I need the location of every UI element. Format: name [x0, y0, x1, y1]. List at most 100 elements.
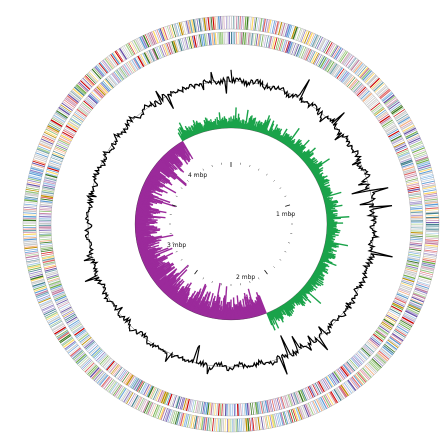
forward-cds-gene	[257, 417, 261, 431]
minor-tick	[187, 180, 189, 182]
gc-skew-negative-bar	[137, 243, 149, 248]
gc-skew-positive-bar	[273, 128, 280, 139]
gc-skew-positive-bar	[316, 177, 325, 183]
gc-skew-negative-bar	[158, 274, 175, 289]
forward-cds-gene	[39, 300, 53, 308]
reverse-cds-gene	[393, 141, 405, 148]
forward-cds-gene	[274, 21, 279, 35]
gc-content-ring	[83, 69, 393, 375]
gc-skew-positive-bar	[323, 249, 329, 253]
forward-cds-gene	[88, 71, 99, 82]
gc-skew-negative-bar	[135, 228, 161, 232]
forward-cds-gene	[126, 392, 134, 405]
gc-skew-positive-bar	[322, 252, 336, 258]
gc-skew-negative-bar	[146, 262, 160, 271]
gc-skew-positive-bar	[177, 132, 184, 142]
reverse-cds-gene	[41, 255, 54, 258]
reverse-cds-gene	[55, 297, 68, 304]
reverse-cds-gene	[364, 95, 375, 105]
gc-skew-positive-bar	[292, 139, 302, 151]
minor-tick	[202, 277, 204, 280]
forward-cds-gene	[99, 374, 109, 386]
forward-cds-gene	[395, 328, 407, 337]
reverse-cds-gene	[368, 340, 378, 349]
reverse-cds-gene	[410, 209, 423, 212]
gc-skew-positive-bar	[301, 147, 316, 161]
gc-skew-positive-bar	[325, 241, 339, 246]
gc-skew-positive-bar	[311, 274, 324, 284]
reverse-cds-gene	[178, 39, 183, 51]
reverse-cds-gene	[334, 67, 343, 78]
gc-skew-positive-bar	[312, 272, 325, 281]
gc-skew-negative-bar	[139, 192, 154, 199]
forward-cds-gene	[194, 19, 198, 33]
forward-cds-gene	[36, 148, 50, 155]
gc-skew-positive-bar	[314, 173, 320, 178]
gc-skew-negative-bar	[236, 305, 240, 320]
forward-cds-gene	[69, 92, 81, 102]
gc-skew-positive-bar	[325, 239, 334, 242]
gc-skew-negative-bar	[211, 302, 217, 319]
forward-cds-gene	[424, 194, 438, 198]
scale-ticks	[169, 162, 293, 286]
forward-cds-gene	[415, 285, 429, 291]
gc-skew-positive-bar	[260, 119, 267, 134]
forward-cds-gene	[172, 411, 178, 424]
reverse-cds-gene	[408, 193, 421, 197]
gc-skew-positive-bar	[295, 139, 310, 155]
reverse-cds-gene	[98, 83, 109, 94]
reverse-cds-gene	[380, 116, 391, 125]
forward-cds-gene	[187, 20, 192, 34]
forward-cds-gene	[88, 365, 99, 377]
gc-skew-positive-bar	[271, 310, 278, 321]
reverse-cds-gene	[400, 159, 413, 165]
gc-skew-positive-bar	[265, 130, 269, 135]
reverse-cds-gene	[390, 307, 402, 314]
forward-cds-gene	[303, 404, 310, 418]
forward-cds-gene	[34, 286, 47, 292]
forward-cds-gene	[56, 329, 68, 338]
forward-cds-gene	[26, 183, 40, 188]
forward-cds-gene	[101, 60, 110, 72]
gc-skew-positive-bar	[326, 211, 334, 214]
reverse-cds-gene	[409, 248, 422, 252]
reverse-cds-gene	[342, 364, 352, 375]
forward-cds-gene	[333, 47, 342, 59]
reverse-cds-gene	[105, 78, 114, 88]
forward-cds-gene	[381, 91, 393, 101]
reverse-cds-gene	[195, 35, 199, 48]
reverse-cds-gene	[81, 102, 92, 111]
gc-skew-negative-bar	[174, 145, 189, 165]
gc-skew-positive-bar	[301, 287, 310, 295]
gc-skew-negative-bar	[135, 213, 152, 217]
forward-cds-gene	[384, 343, 396, 353]
reverse-cds-gene	[256, 402, 260, 415]
forward-cds-gene	[375, 354, 386, 364]
forward-cds-gene	[300, 406, 306, 419]
gc-skew-negative-bar	[172, 146, 181, 158]
forward-cds-gene	[32, 281, 46, 288]
forward-cds-gene	[160, 407, 166, 421]
forward-cds-gene	[416, 283, 429, 289]
gc-skew-positive-bar	[284, 135, 293, 146]
reverse-cds-gene	[310, 385, 317, 397]
forward-cds-gene	[410, 299, 423, 306]
reverse-cds-gene	[152, 48, 159, 60]
reverse-cds-gene	[72, 114, 84, 123]
gc-skew-positive-bar	[278, 306, 283, 313]
forward-cds-gene	[23, 205, 37, 208]
forward-cds-gene	[284, 23, 290, 37]
forward-cds-gene	[388, 101, 400, 110]
gc-skew-positive-bar	[282, 304, 291, 316]
minor-tick	[180, 259, 183, 261]
reverse-cds-gene	[408, 251, 421, 255]
reverse-cds-gene	[350, 357, 360, 368]
forward-cds-gene	[374, 355, 385, 366]
forward-cds-gene	[247, 16, 250, 30]
reverse-cds-gene	[47, 277, 60, 282]
reverse-cds-gene	[169, 394, 174, 407]
forward-cds-gene	[352, 61, 362, 72]
forward-cds-gene	[400, 121, 413, 129]
forward-cds-gene	[199, 416, 203, 430]
forward-cds-gene	[405, 310, 418, 318]
